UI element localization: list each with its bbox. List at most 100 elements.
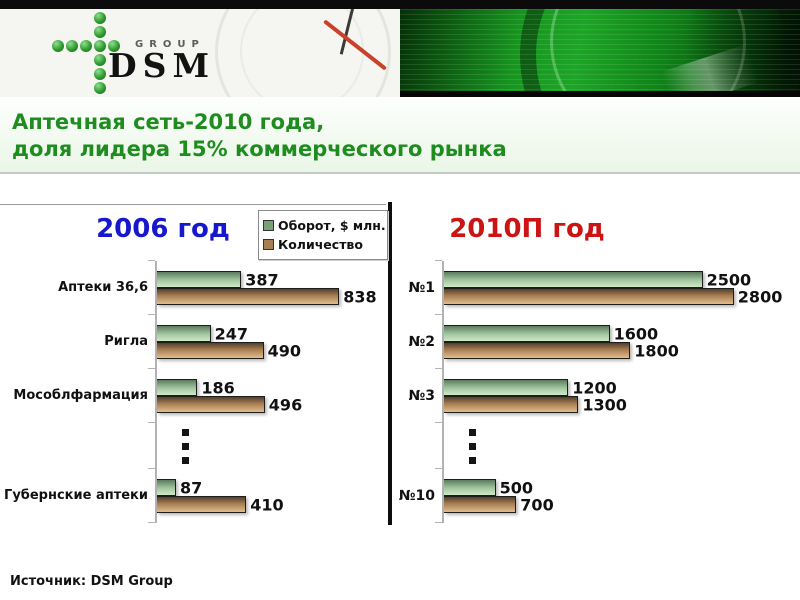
plot-cell: 87 410	[148, 468, 357, 523]
logo-dot-icon	[80, 40, 92, 52]
dsm-group-logo: GROUP DSM	[28, 9, 218, 97]
chart-legend: Оборот, $ млн. Количество	[258, 210, 388, 260]
category-label: Аптеки 36,6	[58, 279, 148, 295]
bar-value-count: 490	[267, 341, 301, 360]
plot-cell: 186 496	[148, 368, 357, 423]
logo-dot-icon	[94, 12, 106, 24]
plot-cell: 1200 1300	[435, 368, 744, 423]
plot-cell: 1600 1800	[435, 314, 744, 369]
bar-count: 2800	[444, 287, 782, 306]
category-label: №10	[398, 487, 435, 504]
bar-value-count: 1800	[634, 341, 679, 360]
vertical-ellipsis-icon	[444, 428, 744, 464]
bar-value-turnover: 87	[180, 478, 203, 497]
clock-face-decoration	[240, 9, 364, 97]
scanlines-decoration	[400, 9, 800, 91]
chart-row: №1 2500 2800	[392, 260, 800, 315]
bar-value-turnover: 387	[245, 270, 279, 289]
category-label: №3	[408, 387, 435, 404]
bar-value-count: 410	[250, 495, 284, 514]
logo-dot-icon	[94, 54, 106, 66]
bar-value-turnover: 247	[214, 324, 248, 343]
logo-dot-icon	[94, 68, 106, 80]
legend-swatch-turnover-icon	[263, 220, 274, 231]
legend-swatch-count-icon	[263, 239, 274, 250]
bar-turnover: 186	[157, 378, 235, 397]
bar-turnover: 87	[157, 478, 202, 497]
slide-title-line-1: Аптечная сеть-2010 года,	[12, 110, 325, 134]
bar-count: 496	[157, 395, 302, 414]
bar-value-count: 496	[268, 395, 303, 414]
chart-row: Губернские аптеки 87 410	[0, 468, 385, 523]
bar-turnover: 247	[157, 324, 248, 343]
header-right-panel	[400, 9, 800, 97]
bar-value-turnover: 1600	[613, 324, 659, 343]
logo-dot-icon	[94, 26, 106, 38]
logo-dot-icon	[94, 82, 106, 94]
bar-value-turnover: 186	[201, 378, 235, 397]
plot-cell: 247 490	[148, 314, 357, 369]
chart-2010: 2010П год №1 2500 2800 №2 1600 1800 №3 1200 1300…	[392, 205, 800, 535]
chart-frame-line	[0, 204, 386, 205]
chart-row: Мособлфармация 186 496	[0, 368, 385, 423]
bar-turnover: 1600	[444, 324, 658, 343]
bar-count: 1300	[444, 395, 627, 414]
plot-cell: 387 838	[148, 260, 377, 315]
category-label: Ригла	[104, 333, 148, 349]
logo-dot-icon	[52, 40, 64, 52]
bar-count: 1800	[444, 341, 679, 360]
bar-value-turnover: 2500	[706, 270, 752, 289]
logo-dot-icon	[108, 40, 120, 52]
chart-rows: №1 2500 2800 №2 1600 1800 №3 1200 1300 №10 500 700	[392, 260, 800, 523]
legend-item-count: Количество	[263, 235, 383, 254]
bar-value-turnover: 1200	[572, 378, 617, 397]
category-label: №1	[408, 279, 435, 296]
bar-value-count: 700	[520, 495, 554, 514]
bar-count: 838	[157, 287, 377, 306]
chart-row: №10 500 700	[392, 468, 800, 523]
slide-title-line-2: доля лидера 15% коммерческого рынка	[12, 137, 507, 161]
legend-item-turnover: Оборот, $ млн.	[263, 216, 386, 235]
bar-value-count: 2800	[737, 287, 783, 306]
chart-rows: Аптеки 36,6 387 838 Ригла 247 490 Мособлфармац…	[0, 260, 385, 523]
chart-row: №2 1600 1800	[392, 314, 800, 369]
bar-turnover: 387	[157, 270, 279, 289]
category-label: Мособлфармация	[13, 387, 148, 403]
shadow-decoration	[660, 9, 800, 91]
plot-cell	[148, 422, 357, 469]
bar-count: 490	[157, 341, 301, 360]
ellipsis-row	[392, 422, 800, 469]
category-label: Губернские аптеки	[4, 487, 148, 503]
bar-count: 700	[444, 495, 554, 514]
bar-count: 410	[157, 495, 284, 514]
logo-group-text: GROUP	[135, 39, 205, 50]
legend-label-count: Количество	[278, 237, 363, 252]
plot-cell: 500 700	[435, 468, 744, 523]
chart-title-2006: 2006 год	[96, 214, 230, 244]
chart-2006: 2006 год Аптеки 36,6 387 838 Ригла 247 490 Мос…	[0, 205, 385, 535]
plot-cell	[435, 422, 744, 469]
header-left-panel: GROUP DSM	[0, 9, 400, 97]
plot-cell: 2500 2800	[435, 260, 782, 315]
chart-title-2010: 2010П год	[449, 214, 605, 244]
bar-turnover: 500	[444, 478, 533, 497]
bar-turnover: 1200	[444, 378, 617, 397]
category-label: №2	[408, 333, 435, 350]
chart-row: №3 1200 1300	[392, 368, 800, 423]
bar-value-count: 1300	[582, 395, 627, 414]
top-black-bar	[0, 0, 800, 9]
logo-dot-icon	[94, 40, 106, 52]
charts-divider-line	[388, 202, 392, 525]
title-band: Аптечная сеть-2010 года, доля лидера 15%…	[0, 97, 800, 174]
logo-dot-icon	[66, 40, 78, 52]
logo-dsm-text: DSM	[108, 46, 215, 85]
bar-value-turnover: 500	[499, 478, 533, 497]
vertical-ellipsis-icon	[157, 428, 357, 464]
chart-row: Ригла 247 490	[0, 314, 385, 369]
source-note: Источник: DSM Group	[10, 574, 173, 589]
chart-row: Аптеки 36,6 387 838	[0, 260, 385, 315]
ellipsis-row	[0, 422, 385, 469]
bar-turnover: 2500	[444, 270, 751, 289]
clock-face-decoration	[215, 9, 391, 97]
